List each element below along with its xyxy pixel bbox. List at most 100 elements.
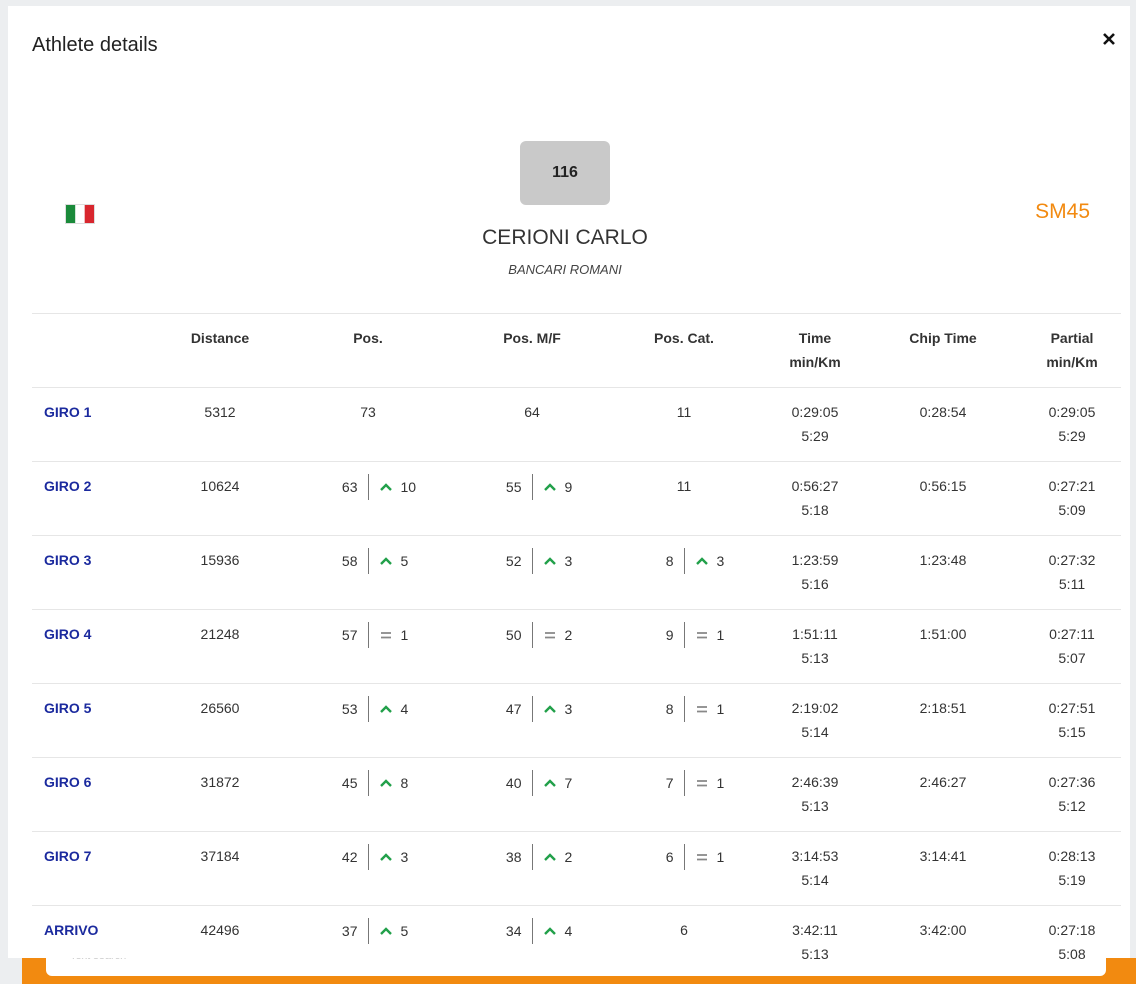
change-value: 2: [564, 849, 573, 865]
trend-up-icon: [379, 853, 392, 861]
trend-up-icon: [543, 557, 556, 565]
position: 47: [505, 701, 522, 717]
position-cell: 40 7: [457, 770, 607, 796]
position-cell: 55 9: [457, 474, 607, 500]
position-cell: 53 4: [293, 696, 443, 722]
partial: 0:28:13 5:19: [997, 844, 1136, 892]
position: 73: [360, 404, 376, 420]
icon-path: [543, 705, 556, 713]
split-label[interactable]: ARRIVO: [44, 922, 99, 938]
chip-time-value: 2:46:27: [919, 774, 967, 790]
position: 40: [505, 775, 522, 791]
chip-time-value: 1:51:00: [919, 626, 967, 642]
position: 52: [505, 553, 522, 569]
athlete-category: SM45: [1035, 200, 1090, 223]
position-change: 5: [379, 919, 419, 943]
divider: [531, 696, 533, 722]
distance: 26560: [200, 700, 240, 716]
time-value: 1:51:11: [792, 626, 838, 642]
icon-path: [696, 854, 707, 861]
distance: 10624: [200, 478, 240, 494]
partial-pace: 5:15: [1058, 724, 1086, 740]
trend-up-icon: [379, 483, 392, 491]
position: 34: [505, 923, 522, 939]
chip-time-value: 3:42:00: [919, 922, 967, 938]
position: 8: [665, 553, 674, 569]
partial-pace: 5:07: [1058, 650, 1086, 666]
partial-value: 0:27:36: [1048, 774, 1096, 790]
divider: [531, 770, 533, 796]
time-value: 1:23:59: [791, 552, 839, 568]
divider: [367, 770, 369, 796]
table-row: GIRO 3 15936 58 5 52 3 8 3 1:23:59 5:16 1:23:48 0:2…: [32, 535, 1121, 609]
position-cell: 63 10: [293, 474, 443, 500]
position: 45: [341, 775, 358, 791]
chip-time: 3:14:41: [868, 844, 1018, 868]
table-row: GIRO 4 21248 57 1 50 2 9 1 1:51:11 5:13 1:51:00 0:2…: [32, 609, 1121, 683]
column-header-line: Chip Time: [909, 330, 977, 346]
column-header-line: Pos.: [353, 330, 383, 346]
divider: [683, 548, 685, 574]
time: 0:56:27 5:18: [740, 474, 890, 522]
divider: [367, 474, 369, 500]
icon-path: [695, 557, 708, 565]
chip-time: 1:51:00: [868, 622, 1018, 646]
partial-pace: 5:11: [1058, 576, 1086, 592]
close-button[interactable]: [1098, 28, 1120, 50]
distance: 31872: [200, 774, 240, 790]
position-cell: 42 3: [293, 844, 443, 870]
position-cell: 34 4: [457, 918, 607, 944]
icon-path: [543, 927, 556, 935]
flag: [65, 204, 95, 224]
chip-time: 0:28:54: [868, 400, 1018, 424]
split-label[interactable]: GIRO 6: [44, 774, 92, 790]
position: 6: [665, 849, 674, 865]
change-value: 3: [400, 849, 409, 865]
position: 37: [341, 923, 358, 939]
position-cell: 47 3: [457, 696, 607, 722]
time-pace: 5:13: [801, 798, 829, 814]
split-label[interactable]: GIRO 1: [44, 404, 92, 420]
split-label[interactable]: GIRO 5: [44, 700, 92, 716]
chip-time-value: 3:14:41: [919, 848, 967, 864]
column-header: Pos. Cat.: [609, 326, 759, 350]
time: 3:42:11 5:13: [740, 918, 890, 966]
change-value: 10: [400, 479, 417, 495]
position-cell: 57 1: [293, 622, 443, 648]
position: 42: [341, 849, 358, 865]
trend-same-icon: [380, 632, 391, 639]
divider: [531, 918, 533, 944]
icon-path: [696, 706, 707, 713]
column-header: Chip Time: [868, 326, 1018, 350]
chip-time-value: 0:56:15: [919, 478, 967, 494]
athlete-team: BANCARI ROMANI: [508, 262, 622, 277]
header-row: Distance Pos. Pos. M/F Pos. Cat. Time min/Km C…: [32, 313, 1121, 387]
position-cell: 6: [609, 918, 759, 942]
time-pace: 5:13: [801, 650, 829, 666]
partial: 0:27:36 5:12: [997, 770, 1136, 818]
position-change: 3: [543, 697, 583, 721]
flag-red: [84, 205, 94, 223]
split-label[interactable]: GIRO 4: [44, 626, 92, 642]
change-value: 8: [400, 775, 409, 791]
column-header: Distance: [145, 326, 295, 350]
position-cell: 37 5: [293, 918, 443, 944]
trend-up-icon: [379, 779, 392, 787]
split-label[interactable]: GIRO 7: [44, 848, 92, 864]
partial-pace: 5:08: [1058, 946, 1086, 962]
position: 8: [665, 701, 674, 717]
change-value: 5: [400, 923, 409, 939]
divider: [367, 696, 369, 722]
trend-same-icon: [696, 706, 707, 713]
chip-time-value: 2:18:51: [919, 700, 967, 716]
distance: 37184: [200, 848, 240, 864]
trend-up-icon: [379, 705, 392, 713]
column-header-line: min/Km: [1046, 354, 1098, 370]
split-label[interactable]: GIRO 3: [44, 552, 92, 568]
chip-time-value: 1:23:48: [919, 552, 967, 568]
position: 6: [680, 922, 688, 938]
divider: [683, 844, 685, 870]
split-label[interactable]: GIRO 2: [44, 478, 92, 494]
divider: [683, 622, 685, 648]
